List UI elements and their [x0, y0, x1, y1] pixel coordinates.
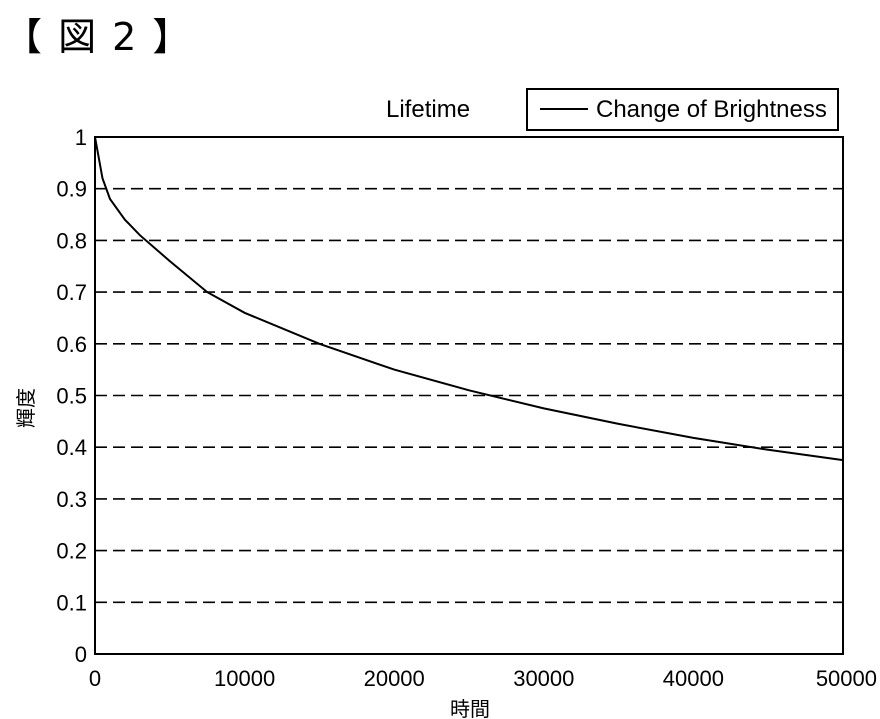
plot-frame — [94, 136, 844, 655]
y-tick-label: 0.4 — [56, 435, 87, 460]
legend-label: Change of Brightness — [596, 96, 827, 123]
y-tick-label: 0.5 — [56, 384, 87, 409]
y-axis-label: 輝度 — [14, 388, 38, 428]
figure-label: 【 図 2 】 — [4, 15, 193, 59]
y-tick-label: 0.1 — [56, 590, 87, 615]
x-tick-label: 0 — [89, 666, 101, 691]
y-tick-label: 0 — [75, 642, 87, 667]
x-tick-label: 40000 — [663, 666, 724, 691]
y-tick-label: 0.9 — [56, 177, 87, 202]
y-tick-label: 0.6 — [56, 332, 87, 357]
x-tick-label: 10000 — [214, 666, 275, 691]
x-tick-label: 30000 — [513, 666, 574, 691]
x-tick-labels: 0 10000 20000 30000 40000 50000 — [89, 666, 877, 691]
y-tick-label: 0.3 — [56, 487, 87, 512]
y-tick-label: 0.8 — [56, 228, 87, 253]
series-line-change-of-brightness — [94, 136, 844, 462]
y-tick-label: 0.7 — [56, 280, 87, 305]
x-axis-label: 時間 — [450, 697, 490, 719]
y-tick-label: 0.2 — [56, 539, 87, 564]
chart-title: Lifetime — [386, 96, 470, 123]
x-tick-label: 20000 — [364, 666, 425, 691]
x-tick-label: 50000 — [816, 666, 877, 691]
y-tick-label: 1 — [75, 125, 87, 150]
legend: Change of Brightness — [526, 88, 839, 131]
grid-lines — [95, 187, 843, 604]
y-tick-labels: 0 0.1 0.2 0.3 0.4 0.5 0.6 0.7 0.8 0.9 1 — [56, 125, 87, 667]
